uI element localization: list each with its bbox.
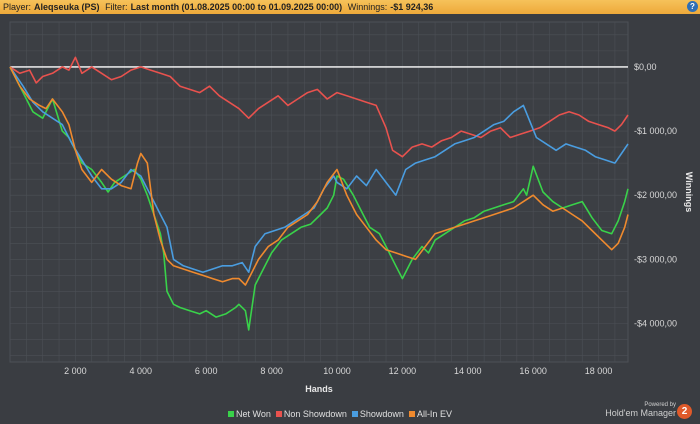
y-tick-label: -$3 000,00 bbox=[634, 254, 677, 264]
legend-item[interactable]: Net Won bbox=[228, 409, 271, 419]
powered-by-text: Powered by bbox=[644, 402, 676, 408]
legend-label: Non Showdown bbox=[283, 409, 347, 419]
legend-swatch bbox=[275, 411, 282, 417]
legend-item[interactable]: Non Showdown bbox=[275, 409, 347, 419]
chart-legend: Net Won Non Showdown Showdown All-In EV bbox=[228, 409, 457, 419]
chart-grid bbox=[9, 21, 629, 363]
x-tick-label: 10 000 bbox=[323, 366, 351, 376]
player-value[interactable]: Aleqseuka (PS) bbox=[34, 2, 100, 12]
x-tick-label: 12 000 bbox=[389, 366, 417, 376]
legend-label: Showdown bbox=[359, 409, 404, 419]
series-line-all-in-ev[interactable] bbox=[9, 66, 629, 286]
legend-item[interactable]: Showdown bbox=[351, 409, 404, 419]
x-tick-label: 14 000 bbox=[454, 366, 482, 376]
filter-label: Filter: bbox=[105, 2, 128, 12]
legend-label: All-In EV bbox=[416, 409, 452, 419]
plot-area bbox=[9, 21, 629, 363]
x-tick-label: 6 000 bbox=[195, 366, 218, 376]
report-header-bar: Player: Aleqseuka (PS) Filter: Last month … bbox=[0, 0, 700, 14]
chart-ticks: 2 000 4 000 6 000 8 000 10 000 12 000 14 000 16… bbox=[64, 62, 677, 376]
x-tick-label: 18 000 bbox=[585, 366, 613, 376]
winnings-value: -$1 924,36 bbox=[390, 2, 434, 12]
x-axis-label: Hands bbox=[305, 384, 333, 394]
legend-swatch bbox=[351, 411, 358, 417]
y-tick-label: -$4 000,00 bbox=[634, 319, 677, 329]
chart-series bbox=[9, 56, 629, 331]
y-tick-label: $0,00 bbox=[634, 62, 657, 72]
x-tick-label: 2 000 bbox=[64, 366, 87, 376]
x-tick-label: 8 000 bbox=[260, 366, 283, 376]
x-tick-label: 4 000 bbox=[130, 366, 153, 376]
player-label: Player: bbox=[3, 2, 32, 12]
legend-label: Net Won bbox=[236, 409, 271, 419]
powered-by-block: Powered by Hold'em Manager bbox=[602, 402, 676, 418]
y-axis-label: Winnings bbox=[684, 172, 694, 212]
y-tick-label: -$1 000,00 bbox=[634, 126, 677, 136]
help-icon[interactable]: ? bbox=[687, 1, 698, 12]
y-tick-label: -$2 000,00 bbox=[634, 190, 677, 200]
legend-swatch bbox=[408, 411, 415, 417]
legend-item[interactable]: All-In EV bbox=[408, 409, 452, 419]
filter-value[interactable]: Last month (01.08.2025 00:00 to 01.09.20… bbox=[130, 2, 343, 12]
series-line-non-showdown[interactable] bbox=[9, 56, 629, 158]
x-tick-label: 16 000 bbox=[519, 366, 547, 376]
winnings-label: Winnings: bbox=[347, 2, 388, 12]
legend-swatch bbox=[228, 411, 234, 417]
hm2-logo-icon: 2 bbox=[677, 404, 692, 419]
product-name: Hold'em Manager bbox=[605, 408, 676, 418]
winnings-graph[interactable]: 2 000 4 000 6 000 8 000 10 000 12 000 14 000 16… bbox=[0, 14, 700, 400]
series-line-net-won[interactable] bbox=[9, 66, 629, 331]
